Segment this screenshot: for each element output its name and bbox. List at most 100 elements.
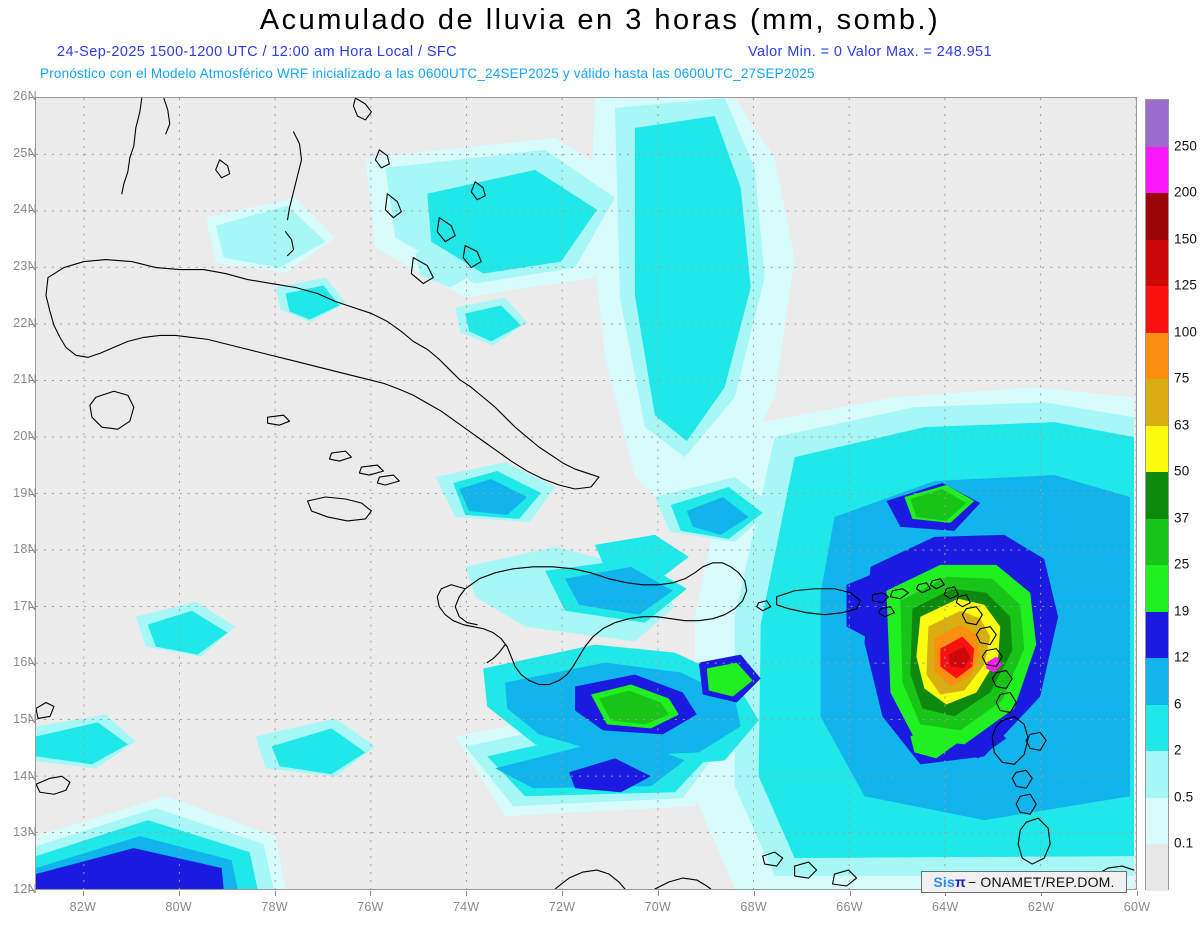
y-axis-tick [29,323,34,325]
colorbar-band [1146,100,1168,147]
x-axis-label: 64W [932,900,959,914]
x-axis-tick [178,891,180,896]
x-axis-tick [82,891,84,896]
colorbar-tick-label: 150 [1174,231,1198,247]
x-axis-label: 62W [1027,900,1055,914]
y-axis-label: 13N [13,825,37,840]
subtitle-datetime: 24-Sep-2025 1500-1200 UTC / 12:00 am Hor… [57,44,458,60]
colorbar-band [1146,611,1168,659]
y-axis-tick [29,776,34,778]
logo-badge: Sis π − ONAMET/REP.DOM. [921,871,1127,893]
y-axis-label: 19N [13,485,37,500]
logo-agency-text: − ONAMET/REP.DOM. [967,874,1115,890]
colorbar-band [1146,379,1168,426]
title-block: Acumulado de lluvia en 3 horas (mm, somb… [0,0,1200,95]
y-axis-label: 18N [13,542,37,557]
colorbar-tick-label: 75 [1174,370,1190,386]
colorbar-band [1146,193,1168,240]
x-axis-label: 78W [261,900,288,914]
colorbar-band [1146,844,1168,891]
x-axis-tick [945,891,947,896]
y-axis-tick [29,210,34,212]
colorbar-band [1146,658,1168,705]
x-axis-label: 60W [1123,900,1151,914]
colorbar-band [1146,332,1168,380]
y-axis-tick [29,266,34,268]
rainfall-shading-layer [36,98,1136,889]
y-axis-tick [29,833,34,835]
x-axis-tick [657,891,659,896]
x-axis-tick [370,891,372,896]
x-axis-tick [753,891,755,896]
colorbar-tick-label: 37 [1174,510,1190,526]
y-axis-label: 16N [13,655,37,670]
colorbar-band [1146,518,1168,566]
x-axis-label: 66W [836,900,863,914]
colorbar-tick-label: 0.1 [1174,835,1194,851]
colorbar-band [1146,797,1168,845]
x-axis-label: 82W [69,900,97,914]
y-axis-tick [29,380,34,382]
x-axis-tick [466,891,468,896]
y-axis-tick [29,493,34,495]
y-axis-label: 17N [13,598,37,613]
colorbar-tick-label: 63 [1174,417,1190,433]
y-axis-label: 23N [13,258,37,273]
coastlines [36,98,1135,889]
logo-sis-text: Sis [933,874,956,890]
y-axis-tick [29,550,34,552]
y-axis-label: 26N [13,89,37,103]
subtitle-model-info: Pronóstico con el Modelo Atmosférico WRF… [40,66,815,81]
page-title: Acumulado de lluvia en 3 horas (mm, somb… [259,4,941,36]
y-axis-label: 14N [13,768,37,783]
y-axis-label: 20N [13,428,37,443]
y-axis-tick [29,606,34,608]
y-axis-label: 12N [13,882,37,896]
colorbar-tick-label: 50 [1174,463,1190,479]
y-axis-label: 15N [13,712,37,727]
x-axis-tick [562,891,564,896]
y-axis-tick [29,890,34,891]
colorbar-band [1146,751,1168,798]
colorbar-tick-label: 19 [1174,603,1190,619]
colorbar-band [1146,565,1168,612]
coastline-layer [36,98,1136,889]
colorbar-tick-label: 200 [1174,184,1198,200]
x-axis-label: 72W [548,900,576,914]
colorbar-band [1146,146,1168,194]
y-axis-label: 24N [13,202,37,217]
x-axis-tick [274,891,276,896]
colorbar-tick-label: 6 [1174,696,1182,712]
x-axis-tick [1137,891,1138,896]
x-axis-label: 74W [452,900,480,914]
colorbar-tick-label: 2 [1174,742,1182,758]
x-axis-tick [849,891,851,896]
colorbar-band [1146,239,1168,287]
x-axis-label: 70W [644,900,672,914]
y-axis-tick [29,97,34,98]
colorbar-band [1146,286,1168,333]
colorbar-tick-label: 25 [1174,556,1190,572]
y-axis-label: 21N [13,372,37,387]
colorbar-tick-label: 0.5 [1174,789,1194,805]
x-axis-label: 68W [740,900,767,914]
y-axis-label: 22N [13,315,37,330]
colorbar-band [1146,425,1168,473]
y-axis-tick [29,436,34,438]
colorbar[interactable] [1145,99,1169,891]
x-axis-label: 80W [165,900,193,914]
x-axis-label: 76W [357,900,384,914]
colorbar-tick-label: 100 [1174,324,1198,340]
map-plot-area[interactable] [35,97,1137,890]
y-axis-tick [29,153,34,155]
y-axis-tick [29,663,34,665]
colorbar-band [1146,472,1168,519]
shading-polygons [36,98,1135,889]
y-axis-tick [29,720,34,722]
y-axis-label: 25N [13,145,37,160]
colorbar-tick-label: 250 [1174,138,1198,154]
x-axis-tick [1041,891,1043,896]
subtitle-minmax: Valor Min. = 0 Valor Max. = 248.951 [748,44,992,60]
coastline-svg [36,98,1135,889]
logo-pi-icon: π [955,874,966,890]
